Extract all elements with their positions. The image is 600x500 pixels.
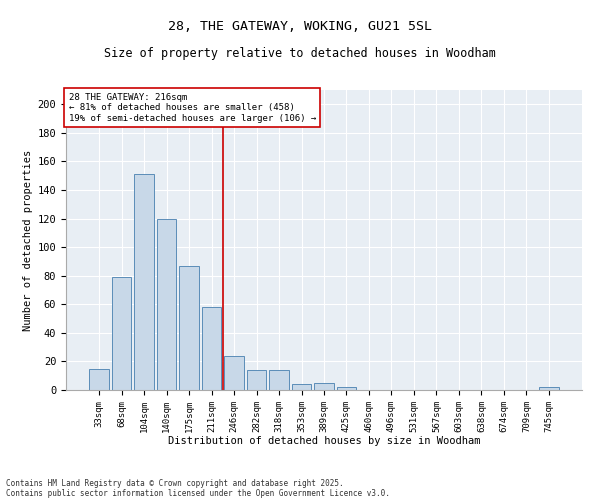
Text: 28, THE GATEWAY, WOKING, GU21 5SL: 28, THE GATEWAY, WOKING, GU21 5SL bbox=[168, 20, 432, 33]
Bar bbox=[247, 370, 266, 390]
Text: Size of property relative to detached houses in Woodham: Size of property relative to detached ho… bbox=[104, 48, 496, 60]
Bar bbox=[314, 383, 334, 390]
Bar bbox=[202, 307, 221, 390]
Bar bbox=[179, 266, 199, 390]
Bar bbox=[269, 370, 289, 390]
X-axis label: Distribution of detached houses by size in Woodham: Distribution of detached houses by size … bbox=[168, 436, 480, 446]
Bar bbox=[157, 218, 176, 390]
Bar bbox=[292, 384, 311, 390]
Y-axis label: Number of detached properties: Number of detached properties bbox=[23, 150, 34, 330]
Bar bbox=[337, 387, 356, 390]
Bar bbox=[224, 356, 244, 390]
Bar bbox=[89, 368, 109, 390]
Text: Contains HM Land Registry data © Crown copyright and database right 2025.: Contains HM Land Registry data © Crown c… bbox=[6, 478, 344, 488]
Bar bbox=[134, 174, 154, 390]
Text: Contains public sector information licensed under the Open Government Licence v3: Contains public sector information licen… bbox=[6, 488, 390, 498]
Text: 28 THE GATEWAY: 216sqm
← 81% of detached houses are smaller (458)
19% of semi-de: 28 THE GATEWAY: 216sqm ← 81% of detached… bbox=[68, 93, 316, 123]
Bar bbox=[539, 387, 559, 390]
Bar bbox=[112, 277, 131, 390]
